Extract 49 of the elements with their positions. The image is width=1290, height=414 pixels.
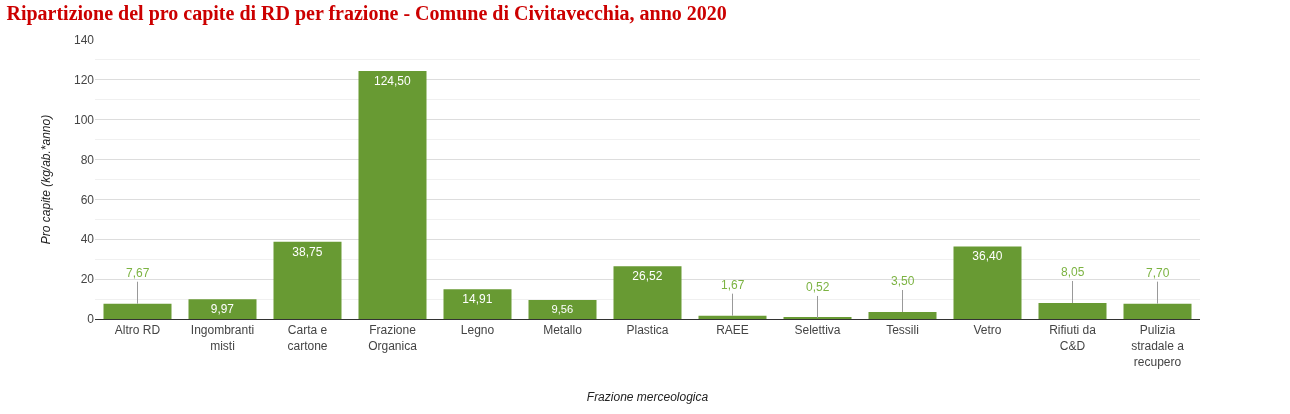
x-tick-label: Rifiuti da C&D	[1049, 323, 1097, 353]
y-tick-label: 100	[73, 112, 95, 127]
data-label: 8,05	[1061, 265, 1085, 279]
y-tick-label: 0	[87, 312, 95, 327]
bar	[358, 70, 427, 319]
x-tick-label: Ingombranti misti	[190, 323, 255, 353]
x-tick-label: Pulizia stradale a recupero	[1131, 323, 1185, 369]
x-tick-label: Metallo	[543, 323, 583, 338]
bar	[868, 312, 937, 319]
y-tick-label: 120	[73, 73, 95, 88]
y-axis-title: Pro capite (kg/ab.*anno)	[39, 114, 54, 245]
data-label: 7,70	[1146, 266, 1170, 280]
x-tick-label: Selettiva	[794, 323, 841, 338]
y-tick-label: 40	[80, 232, 95, 247]
data-label: 26,52	[632, 269, 663, 284]
bar	[1123, 303, 1192, 319]
y-tick-label: 140	[73, 33, 95, 48]
x-tick-label: Frazione Organica	[368, 323, 418, 353]
y-tick-label: 60	[80, 192, 95, 207]
bar	[528, 299, 597, 319]
data-label: 3,50	[891, 274, 915, 288]
bar	[953, 246, 1022, 319]
data-label: 38,75	[292, 244, 323, 259]
x-tick-label: RAEE	[716, 323, 749, 338]
bar	[698, 315, 767, 319]
chart-title: Ripartizione del pro capite di RD per frazione - Comune di Civitavecchia, anno 2020	[6, 2, 727, 26]
bar	[273, 241, 342, 319]
y-tick-label: 20	[80, 272, 95, 287]
y-tick-label: 80	[80, 152, 95, 167]
x-axis-title: Frazione merceologica	[586, 390, 709, 405]
bar	[103, 303, 172, 319]
data-label: 9,97	[210, 302, 234, 317]
bar	[443, 289, 512, 319]
data-label: 1,67	[721, 278, 745, 292]
data-label: 36,40	[972, 249, 1003, 264]
x-tick-label: Plastica	[626, 323, 669, 338]
x-tick-label: Vetro	[973, 323, 1002, 338]
data-label: 0,52	[806, 280, 830, 294]
data-label: 14,91	[462, 292, 493, 307]
bar	[1038, 302, 1107, 319]
data-label: 9,56	[551, 303, 574, 316]
x-tick-label: Carta e cartone	[287, 323, 328, 353]
bar	[613, 266, 682, 319]
x-tick-label: Altro RD	[114, 323, 161, 338]
data-label: 124,50	[373, 73, 412, 88]
bar	[188, 299, 257, 319]
data-label: 7,67	[126, 266, 150, 280]
x-tick-label: Legno	[460, 323, 495, 338]
x-tick-label: Tessili	[886, 323, 919, 338]
